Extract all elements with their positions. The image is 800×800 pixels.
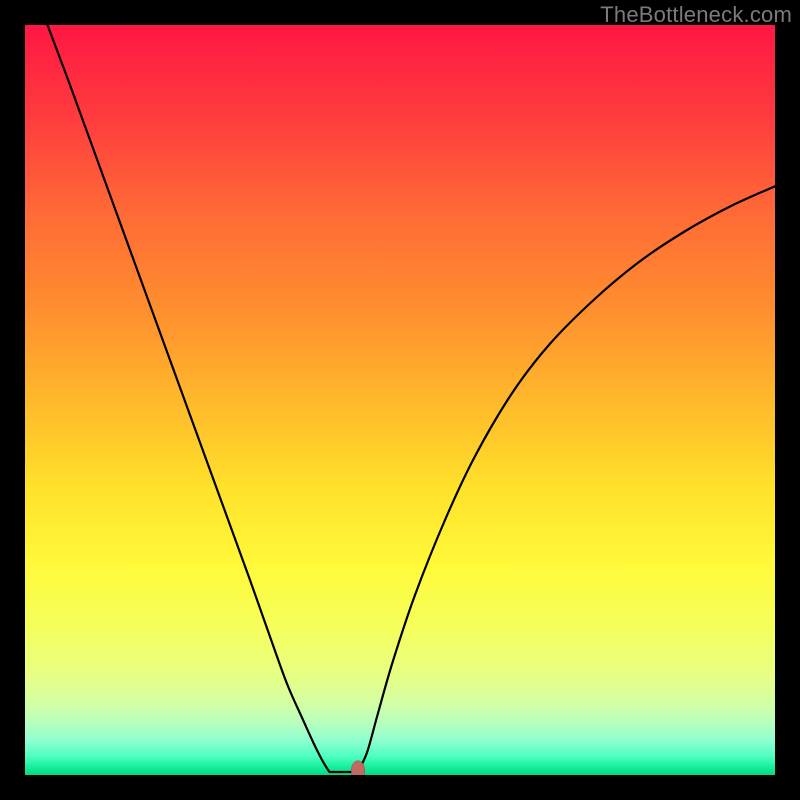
- plot-area: [25, 25, 775, 775]
- chart-svg: [25, 25, 775, 775]
- chart-frame: TheBottleneck.com: [0, 0, 800, 800]
- gradient-background: [25, 25, 775, 775]
